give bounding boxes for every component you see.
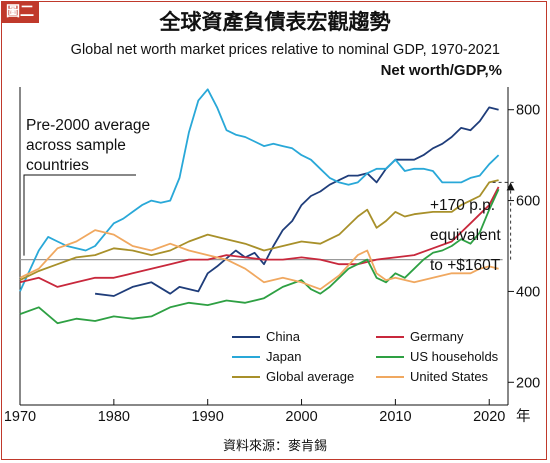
annotation-label: +170 p.p. xyxy=(430,197,495,214)
reference-line-label: across sample xyxy=(26,137,126,154)
y-tick-label: 800 xyxy=(516,103,540,119)
x-tick-label: 2010 xyxy=(379,409,411,425)
figure-badge: 圖二 xyxy=(1,1,39,23)
chart-subtitle: Global net worth market prices relative … xyxy=(70,42,500,58)
x-tick-label: 2020 xyxy=(473,409,505,425)
legend-entry: Japan xyxy=(266,349,301,364)
reference-line-label: countries xyxy=(26,157,89,174)
legend-entry: United States xyxy=(410,369,489,384)
series-line-united-states xyxy=(19,229,499,291)
legend-entry: China xyxy=(266,329,301,344)
x-tick-label: 1990 xyxy=(192,409,224,425)
series-line-japan xyxy=(19,88,500,292)
reference-line-label: Pre-2000 average xyxy=(26,117,150,134)
x-unit-label: 年 xyxy=(516,408,531,425)
series-line-us-households xyxy=(19,188,500,325)
series-line-global-average xyxy=(19,179,499,281)
annotation-label: equivalent xyxy=(430,227,501,244)
x-tick-label: 1980 xyxy=(98,409,130,425)
y-tick-label: 200 xyxy=(516,375,540,391)
annotation-label: to +$160T xyxy=(430,257,501,274)
annotation-arrow-head xyxy=(506,182,515,191)
reference-callout-line xyxy=(23,174,136,256)
x-tick-label: 2000 xyxy=(285,409,317,425)
series-line-germany xyxy=(19,186,500,288)
source-note: 資料來源：麥肯錫 xyxy=(222,439,327,454)
y-tick-label: 600 xyxy=(516,194,540,210)
legend-entry: Global average xyxy=(266,369,354,384)
x-tick-label: 1970 xyxy=(4,409,36,425)
y-axis-unit-label: Net worth/GDP,% xyxy=(380,62,502,79)
y-tick-label: 400 xyxy=(516,284,540,300)
series-line-china xyxy=(94,106,499,297)
legend-entry: US households xyxy=(410,349,499,364)
legend-entry: Germany xyxy=(410,329,464,344)
chart-title: 全球資產負債表宏觀趨勢 xyxy=(159,10,391,34)
